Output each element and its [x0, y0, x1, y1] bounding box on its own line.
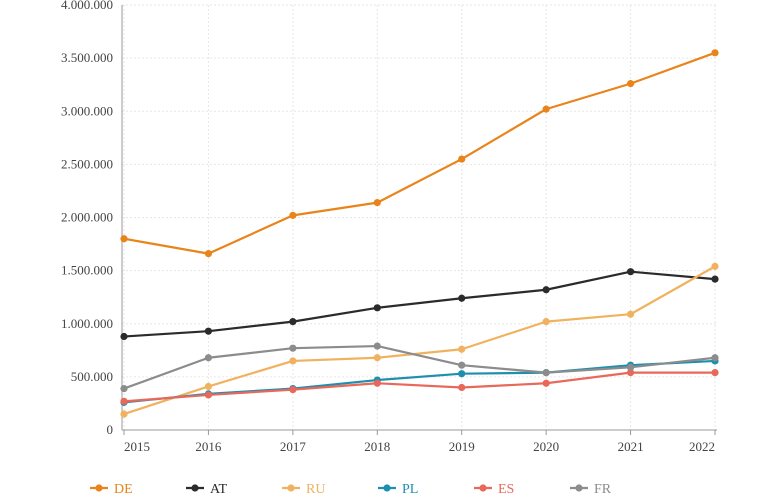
y-tick-label: 3.000.000 — [61, 103, 113, 118]
data-point-de[interactable] — [289, 211, 297, 219]
legend-swatch-marker — [191, 484, 199, 492]
series-es — [120, 369, 719, 405]
data-point-es[interactable] — [711, 369, 719, 377]
data-point-de[interactable] — [373, 199, 381, 207]
series-line-es — [123, 371, 715, 403]
legend-label: ES — [498, 482, 514, 496]
legend-label: FR — [594, 482, 612, 496]
data-point-es[interactable] — [373, 379, 381, 387]
axes: 0 500.000 1.000.000 1.500.000 2.000.000 2.500… — [61, 0, 717, 454]
legend-swatch-marker — [383, 484, 391, 492]
data-point-ru[interactable] — [204, 382, 213, 391]
data-point-fr[interactable] — [373, 342, 381, 350]
data-point-fr[interactable] — [120, 384, 128, 393]
x-tick-label: 2021 — [618, 439, 644, 454]
data-point-ru[interactable] — [120, 410, 128, 418]
data-point-es[interactable] — [626, 369, 635, 377]
legend-item-ru[interactable]: RU — [282, 482, 325, 496]
legend-item-es[interactable]: ES — [474, 482, 514, 496]
y-tick-label: 1.500.000 — [61, 263, 113, 278]
y-tick-label: 500.000 — [71, 369, 113, 384]
legend-swatch-marker — [479, 484, 487, 492]
legend-swatch-marker — [287, 484, 295, 492]
legend-label: PL — [402, 482, 418, 496]
data-point-at[interactable] — [458, 294, 466, 302]
x-tick-label: 2022 — [689, 439, 715, 454]
series-ru — [120, 262, 719, 418]
legend-item-fr[interactable]: FR — [570, 482, 612, 496]
legend-swatch-marker — [575, 484, 583, 492]
data-point-de[interactable] — [204, 250, 213, 258]
x-tick-label: 2015 — [124, 439, 150, 454]
data-point-fr[interactable] — [626, 363, 635, 371]
series-line-de — [123, 51, 716, 255]
x-tick-label: 2020 — [533, 439, 559, 454]
data-point-ru[interactable] — [458, 345, 466, 353]
legend-item-at[interactable]: AT — [186, 482, 228, 496]
data-point-ru[interactable] — [542, 318, 550, 326]
data-point-pl[interactable] — [458, 370, 466, 378]
data-point-de[interactable] — [458, 155, 466, 163]
y-tick-label: 3.500.000 — [61, 50, 113, 65]
series-fr — [120, 342, 719, 393]
y-tick-label: 1.000.000 — [61, 316, 113, 331]
data-point-es[interactable] — [120, 397, 128, 405]
data-point-fr[interactable] — [204, 354, 213, 362]
x-tick-label: 2017 — [280, 439, 307, 454]
data-point-at[interactable] — [120, 332, 128, 341]
data-point-at[interactable] — [711, 275, 719, 283]
data-point-de[interactable] — [626, 80, 635, 88]
series-line-at — [123, 270, 716, 338]
data-point-fr[interactable] — [542, 369, 550, 377]
data-point-es[interactable] — [542, 379, 550, 387]
data-point-es[interactable] — [458, 383, 466, 392]
legend-label: AT — [210, 482, 228, 496]
data-point-at[interactable] — [373, 304, 381, 312]
y-tick-label: 2.000.000 — [61, 210, 113, 225]
data-point-de[interactable] — [120, 235, 128, 243]
data-point-at[interactable] — [289, 318, 297, 326]
data-point-ru[interactable] — [289, 357, 297, 365]
data-point-de[interactable] — [542, 105, 550, 113]
data-point-ru[interactable] — [711, 262, 719, 270]
series-line-ru — [123, 265, 716, 416]
data-point-fr[interactable] — [711, 354, 719, 362]
series-de — [120, 49, 719, 258]
grid — [122, 4, 717, 430]
data-point-es[interactable] — [204, 391, 213, 399]
legend-label: RU — [306, 482, 325, 496]
y-tick-label: 4.000.000 — [61, 0, 113, 12]
data-point-at[interactable] — [626, 268, 635, 276]
series-line-fr — [123, 344, 716, 390]
series-at — [120, 268, 719, 341]
x-tick-label: 2018 — [364, 439, 390, 454]
series-layer — [120, 49, 719, 418]
legend-swatch-marker — [95, 484, 103, 492]
legend-label: DE — [114, 482, 133, 496]
y-tick-label: 2.500.000 — [61, 156, 113, 171]
data-point-es[interactable] — [289, 386, 297, 394]
data-point-ru[interactable] — [626, 310, 635, 318]
data-point-ru[interactable] — [373, 354, 381, 362]
x-tick-label: 2016 — [195, 439, 222, 454]
data-point-at[interactable] — [542, 286, 550, 294]
y-tick-label: 0 — [107, 422, 114, 437]
data-point-fr[interactable] — [289, 344, 297, 352]
data-point-de[interactable] — [711, 49, 719, 57]
data-point-fr[interactable] — [458, 361, 466, 369]
legend-item-pl[interactable]: PL — [378, 482, 418, 496]
x-tick-label: 2019 — [449, 439, 475, 454]
legend-item-de[interactable]: DE — [90, 482, 133, 496]
legend: DE AT RU PL ES FR — [90, 482, 612, 496]
data-point-at[interactable] — [204, 327, 213, 335]
